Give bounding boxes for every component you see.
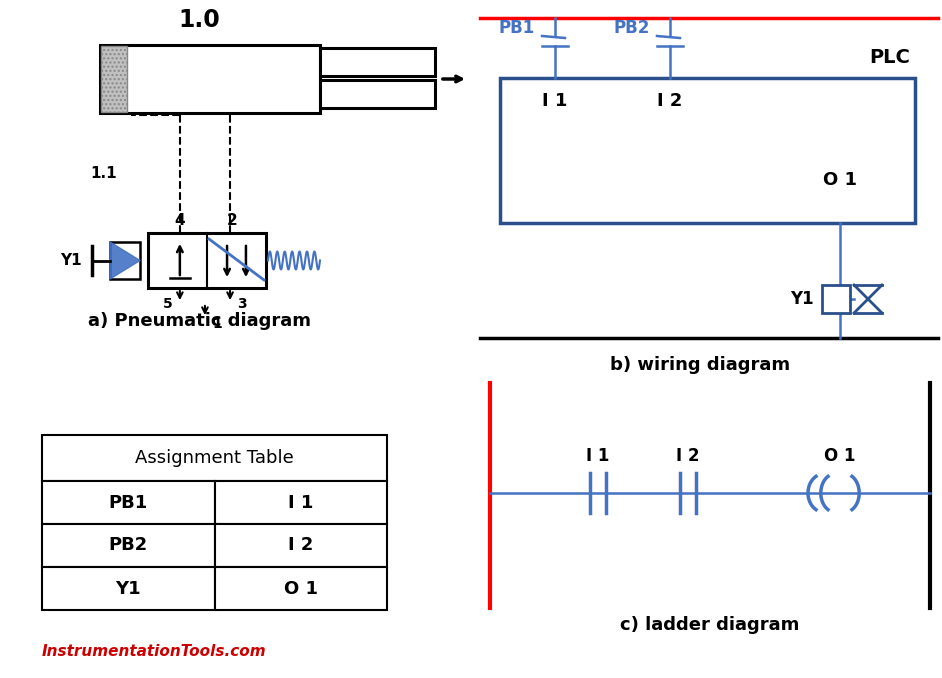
Text: O 1: O 1	[823, 171, 857, 189]
Text: PB2: PB2	[108, 536, 148, 555]
Text: PLC: PLC	[869, 48, 910, 67]
Text: I 1: I 1	[586, 447, 609, 465]
Bar	[215, 567, 387, 610]
Bar	[42, 435, 387, 481]
Text: c) ladder diagram: c) ladder diagram	[621, 616, 800, 634]
Text: I 1: I 1	[288, 494, 314, 511]
Text: 3: 3	[237, 297, 247, 311]
Text: I 1: I 1	[543, 92, 568, 110]
Text: 2: 2	[227, 213, 237, 228]
Text: O 1: O 1	[284, 580, 317, 597]
Bar	[110, 242, 140, 279]
Text: Y1: Y1	[116, 580, 141, 597]
Bar	[42, 481, 215, 524]
Text: I 2: I 2	[658, 92, 683, 110]
Text: 1: 1	[212, 317, 221, 331]
Text: 1.1: 1.1	[90, 166, 117, 181]
Bar	[215, 524, 387, 567]
Text: O 1: O 1	[824, 447, 855, 465]
Text: PB1: PB1	[108, 494, 148, 511]
Bar	[822, 285, 850, 313]
Bar	[101, 46, 127, 112]
Text: PB1: PB1	[498, 19, 535, 37]
Text: Assignment Table: Assignment Table	[135, 449, 294, 467]
Bar	[42, 524, 215, 567]
Bar	[500, 78, 915, 223]
Text: InstrumentationTools.com: InstrumentationTools.com	[42, 644, 267, 659]
Bar	[100, 45, 320, 113]
Text: 5: 5	[163, 297, 172, 311]
Text: I 2: I 2	[676, 447, 700, 465]
Bar	[320, 81, 435, 108]
Polygon shape	[110, 242, 140, 279]
Text: I 2: I 2	[288, 536, 314, 555]
Text: 4: 4	[174, 213, 186, 228]
Bar	[320, 48, 435, 76]
Text: PB2: PB2	[613, 19, 650, 37]
Text: b) wiring diagram: b) wiring diagram	[609, 356, 790, 374]
Text: Y1: Y1	[60, 253, 82, 268]
Text: Y1: Y1	[790, 290, 814, 308]
Text: a) Pneumatic diagram: a) Pneumatic diagram	[89, 312, 312, 330]
Bar	[148, 233, 266, 288]
Bar	[215, 481, 387, 524]
Bar	[42, 567, 215, 610]
Text: 1.0: 1.0	[178, 8, 219, 32]
